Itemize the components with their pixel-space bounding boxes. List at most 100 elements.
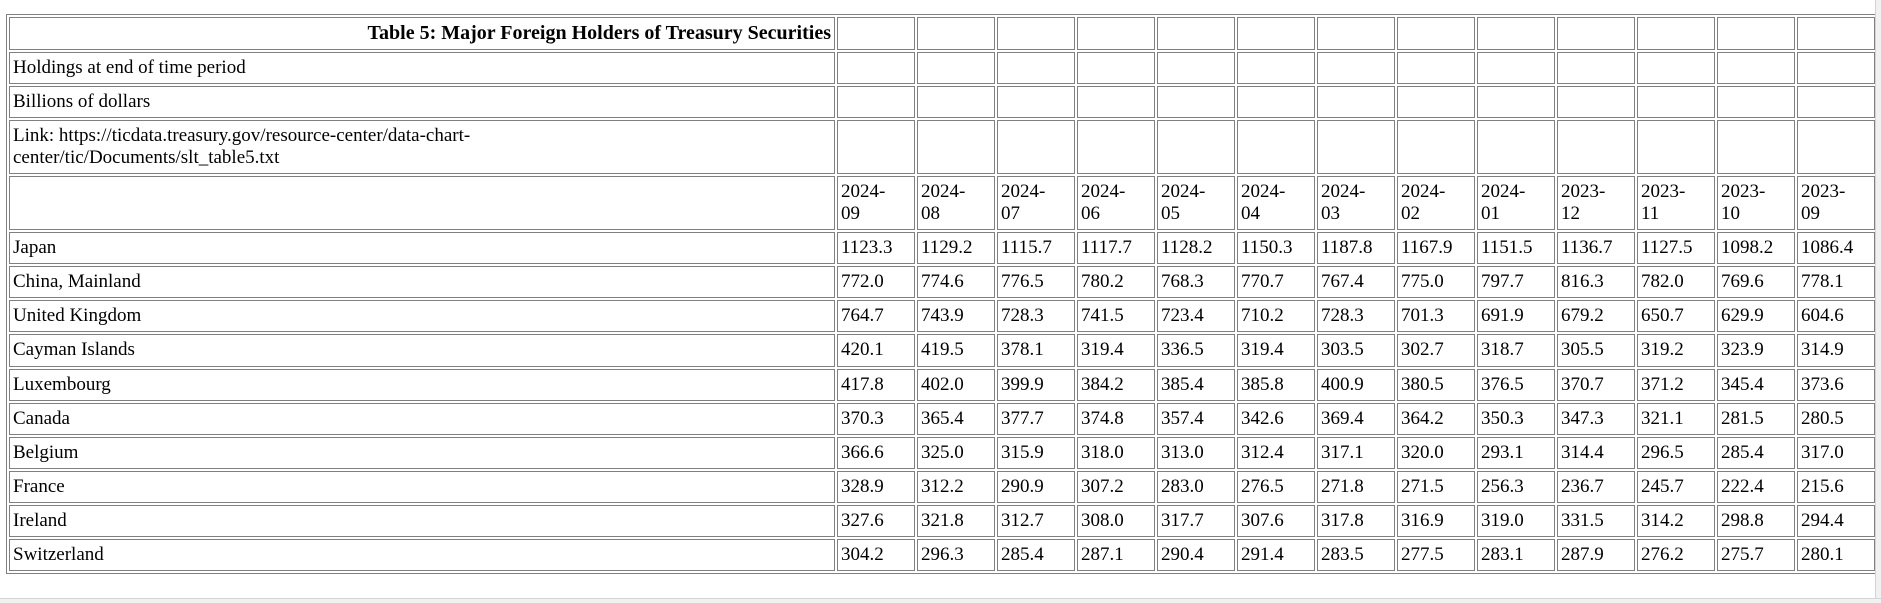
- date-header-cell: 2023- 11: [1637, 176, 1715, 231]
- value-cell: 399.9: [997, 368, 1075, 401]
- vertical-scrollbar[interactable]: [1875, 0, 1881, 603]
- value-cell: 276.2: [1637, 538, 1715, 571]
- date-header-cell: 2023- 09: [1797, 176, 1875, 231]
- value-cell: 293.1: [1477, 436, 1555, 469]
- value-cell: 271.5: [1397, 470, 1475, 503]
- date-header-cell: 2024- 02: [1397, 176, 1475, 231]
- empty-cell: [1317, 86, 1395, 119]
- table-row: France 328.9 312.2 290.9 307.2 283.0 276.5 271.…: [9, 470, 1875, 503]
- empty-cell: [1077, 86, 1155, 119]
- value-cell: 371.2: [1637, 368, 1715, 401]
- value-cell: 287.1: [1077, 538, 1155, 571]
- empty-cell: [917, 17, 995, 51]
- treasury-holders-table: Table 5: Major Foreign Holders of Treasu…: [6, 14, 1878, 574]
- value-cell: 315.9: [997, 436, 1075, 469]
- date-header-cell: 2024- 08: [917, 176, 995, 231]
- empty-cell: [1397, 120, 1475, 175]
- value-cell: 764.7: [837, 300, 915, 333]
- corner-empty-cell: [9, 176, 835, 231]
- value-cell: 298.8: [1717, 504, 1795, 537]
- empty-cell: [917, 120, 995, 175]
- date-header-cell: 2024- 03: [1317, 176, 1395, 231]
- empty-cell: [1077, 17, 1155, 51]
- value-cell: 1098.2: [1717, 232, 1795, 265]
- value-cell: 318.0: [1077, 436, 1155, 469]
- value-cell: 331.5: [1557, 504, 1635, 537]
- value-cell: 350.3: [1477, 402, 1555, 435]
- empty-cell: [997, 120, 1075, 175]
- page-content: Table 5: Major Foreign Holders of Treasu…: [6, 14, 1878, 574]
- empty-cell: [997, 86, 1075, 119]
- table-row: Ireland 327.6 321.8 312.7 308.0 317.7 307.6 317…: [9, 504, 1875, 537]
- value-cell: 768.3: [1157, 266, 1235, 299]
- empty-cell: [917, 86, 995, 119]
- country-label: France: [9, 470, 835, 503]
- value-cell: 287.9: [1557, 538, 1635, 571]
- value-cell: 325.0: [917, 436, 995, 469]
- value-cell: 374.8: [1077, 402, 1155, 435]
- value-cell: 285.4: [1717, 436, 1795, 469]
- value-cell: 741.5: [1077, 300, 1155, 333]
- country-label: Japan: [9, 232, 835, 265]
- value-cell: 245.7: [1637, 470, 1715, 503]
- country-label: Luxembourg: [9, 368, 835, 401]
- empty-cell: [1237, 86, 1315, 119]
- value-cell: 629.9: [1717, 300, 1795, 333]
- value-cell: 280.1: [1797, 538, 1875, 571]
- link-row: Link: https://ticdata.treasury.gov/resou…: [9, 120, 1875, 175]
- empty-cell: [1477, 17, 1555, 51]
- value-cell: 370.3: [837, 402, 915, 435]
- empty-cell: [837, 52, 915, 85]
- country-label: Cayman Islands: [9, 334, 835, 367]
- empty-cell: [917, 52, 995, 85]
- value-cell: 1129.2: [917, 232, 995, 265]
- value-cell: 291.4: [1237, 538, 1315, 571]
- value-cell: 281.5: [1717, 402, 1795, 435]
- empty-cell: [997, 52, 1075, 85]
- value-cell: 313.0: [1157, 436, 1235, 469]
- value-cell: 1117.7: [1077, 232, 1155, 265]
- empty-cell: [1717, 52, 1795, 85]
- horizontal-scrollbar[interactable]: [0, 598, 1881, 603]
- value-cell: 366.6: [837, 436, 915, 469]
- value-cell: 305.5: [1557, 334, 1635, 367]
- value-cell: 604.6: [1797, 300, 1875, 333]
- value-cell: 1150.3: [1237, 232, 1315, 265]
- value-cell: 314.2: [1637, 504, 1715, 537]
- empty-cell: [1797, 52, 1875, 85]
- value-cell: 377.7: [997, 402, 1075, 435]
- value-cell: 1115.7: [997, 232, 1075, 265]
- value-cell: 317.7: [1157, 504, 1235, 537]
- value-cell: 378.1: [997, 334, 1075, 367]
- value-cell: 290.4: [1157, 538, 1235, 571]
- value-cell: 728.3: [1317, 300, 1395, 333]
- empty-cell: [1157, 52, 1235, 85]
- empty-cell: [837, 17, 915, 51]
- value-cell: 385.4: [1157, 368, 1235, 401]
- value-cell: 319.0: [1477, 504, 1555, 537]
- empty-cell: [1157, 86, 1235, 119]
- table-row: Canada 370.3 365.4 377.7 374.8 357.4 342.6 369.…: [9, 402, 1875, 435]
- value-cell: 380.5: [1397, 368, 1475, 401]
- value-cell: 1151.5: [1477, 232, 1555, 265]
- value-cell: 276.5: [1237, 470, 1315, 503]
- value-cell: 1187.8: [1317, 232, 1395, 265]
- value-cell: 317.8: [1317, 504, 1395, 537]
- value-cell: 283.1: [1477, 538, 1555, 571]
- value-cell: 782.0: [1637, 266, 1715, 299]
- empty-cell: [1477, 52, 1555, 85]
- empty-cell: [1637, 86, 1715, 119]
- value-cell: 314.9: [1797, 334, 1875, 367]
- value-cell: 723.4: [1157, 300, 1235, 333]
- table-row: Switzerland 304.2 296.3 285.4 287.1 290.4 291.…: [9, 538, 1875, 571]
- value-cell: 296.3: [917, 538, 995, 571]
- value-cell: 774.6: [917, 266, 995, 299]
- value-cell: 770.7: [1237, 266, 1315, 299]
- value-cell: 357.4: [1157, 402, 1235, 435]
- value-cell: 277.5: [1397, 538, 1475, 571]
- value-cell: 323.9: [1717, 334, 1795, 367]
- empty-cell: [1077, 120, 1155, 175]
- value-cell: 318.7: [1477, 334, 1555, 367]
- empty-cell: [1717, 86, 1795, 119]
- empty-cell: [1077, 52, 1155, 85]
